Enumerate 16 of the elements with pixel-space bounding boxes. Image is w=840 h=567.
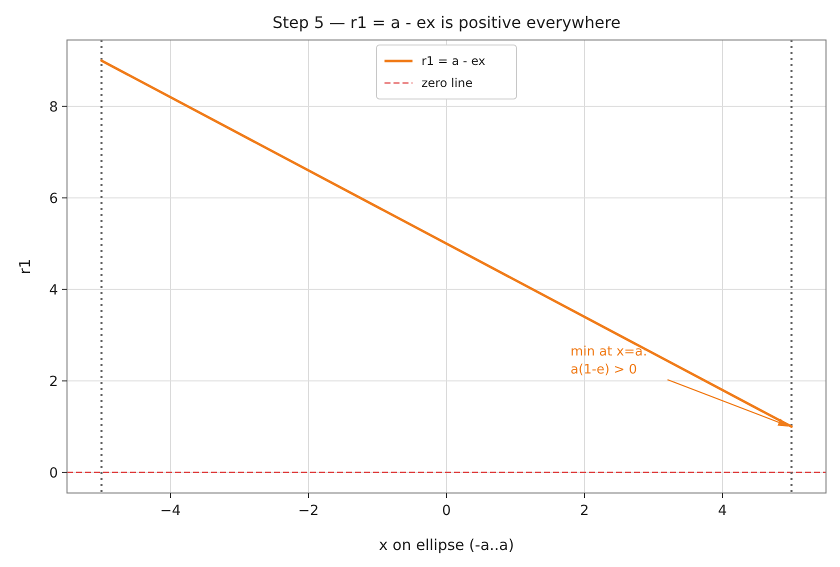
y-tick-label: 0 <box>49 465 58 482</box>
x-axis-title: x on ellipse (-a..a) <box>378 536 514 554</box>
y-tick-label: 4 <box>49 282 58 298</box>
x-tick-label: −2 <box>298 503 319 519</box>
y-axis-title: r1 <box>16 258 34 274</box>
x-tick-label: 0 <box>442 503 451 519</box>
y-tick-label: 6 <box>49 190 58 207</box>
annotation: min at x=a: a(1-e) > 0 <box>570 344 648 378</box>
y-tick-label: 2 <box>49 374 58 390</box>
x-tick-label: −4 <box>160 503 181 519</box>
chart-title: Step 5 — r1 = a - ex is positive everywhere <box>272 13 621 32</box>
legend-label: zero line <box>422 76 473 90</box>
legend-label: r1 = a - ex <box>422 54 486 68</box>
x-tick-label: 2 <box>580 503 589 519</box>
x-tick-label: 4 <box>718 503 728 519</box>
y-tick-label: 8 <box>49 99 58 116</box>
